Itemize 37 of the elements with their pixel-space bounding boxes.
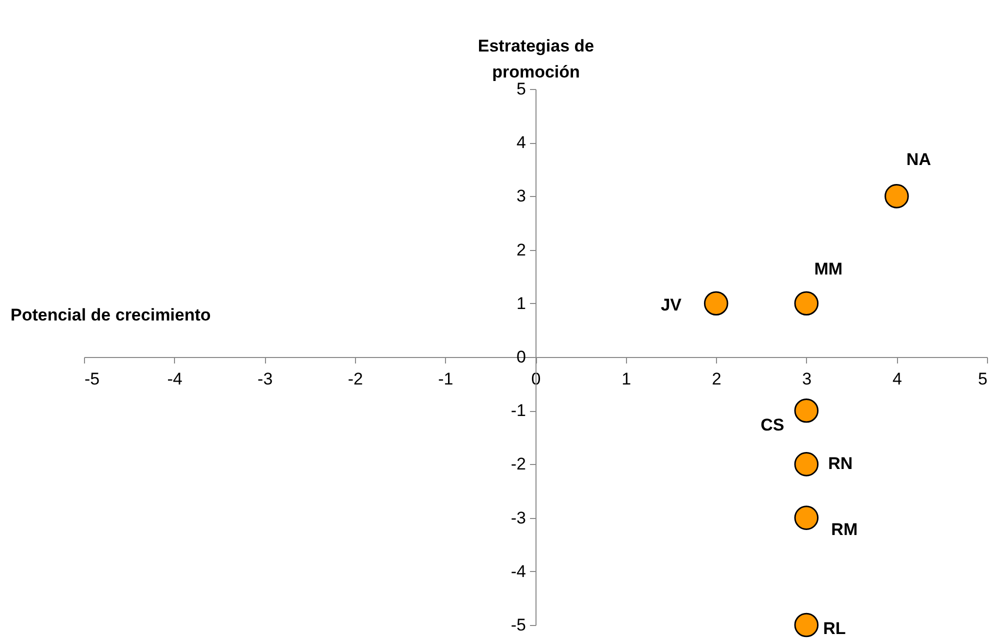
y-tick-label: -1 [510, 401, 526, 420]
point [884, 184, 909, 208]
annotation: NA [906, 150, 931, 170]
point [794, 452, 819, 476]
x-tick-label: 3 [802, 370, 812, 388]
y-tick-label: 2 [516, 240, 526, 260]
y-tick-label: -5 [510, 616, 526, 634]
annotation: RM [831, 520, 858, 539]
point [794, 612, 819, 638]
x-tick-label: -1 [438, 370, 454, 388]
x-tick-label: 1 [622, 370, 632, 388]
x-tick-label: 5 [978, 370, 988, 388]
point [794, 291, 819, 316]
annotation: JV [660, 295, 682, 314]
y-tick-label: 3 [516, 186, 526, 206]
y-tick-label: 1 [516, 294, 526, 313]
point [704, 291, 728, 316]
y-tick-label: -2 [510, 454, 526, 474]
y-axis-title: Estrategias de promoción [478, 36, 594, 82]
y-tick-label: -4 [510, 562, 526, 581]
x-tick-label: -2 [348, 370, 363, 388]
y-tick-label: -3 [510, 508, 526, 528]
annotation: RL [823, 619, 846, 638]
annotation: RN [828, 454, 853, 474]
y-tick-label: 0 [516, 348, 526, 366]
point [794, 398, 819, 423]
y-tick-label: 4 [516, 133, 526, 152]
x-axis-title: Potencial de crecimiento [10, 306, 211, 324]
annotation: MM [814, 259, 843, 278]
point [794, 506, 819, 530]
x-tick-label: 2 [712, 370, 722, 388]
x-tick-label: -3 [258, 370, 273, 388]
x-tick-label: 4 [892, 370, 902, 388]
y-tick-label: 5 [516, 80, 526, 98]
annotation: CS [760, 416, 784, 435]
x-tick-label: -4 [167, 370, 182, 388]
x-tick-label: -5 [84, 370, 100, 388]
